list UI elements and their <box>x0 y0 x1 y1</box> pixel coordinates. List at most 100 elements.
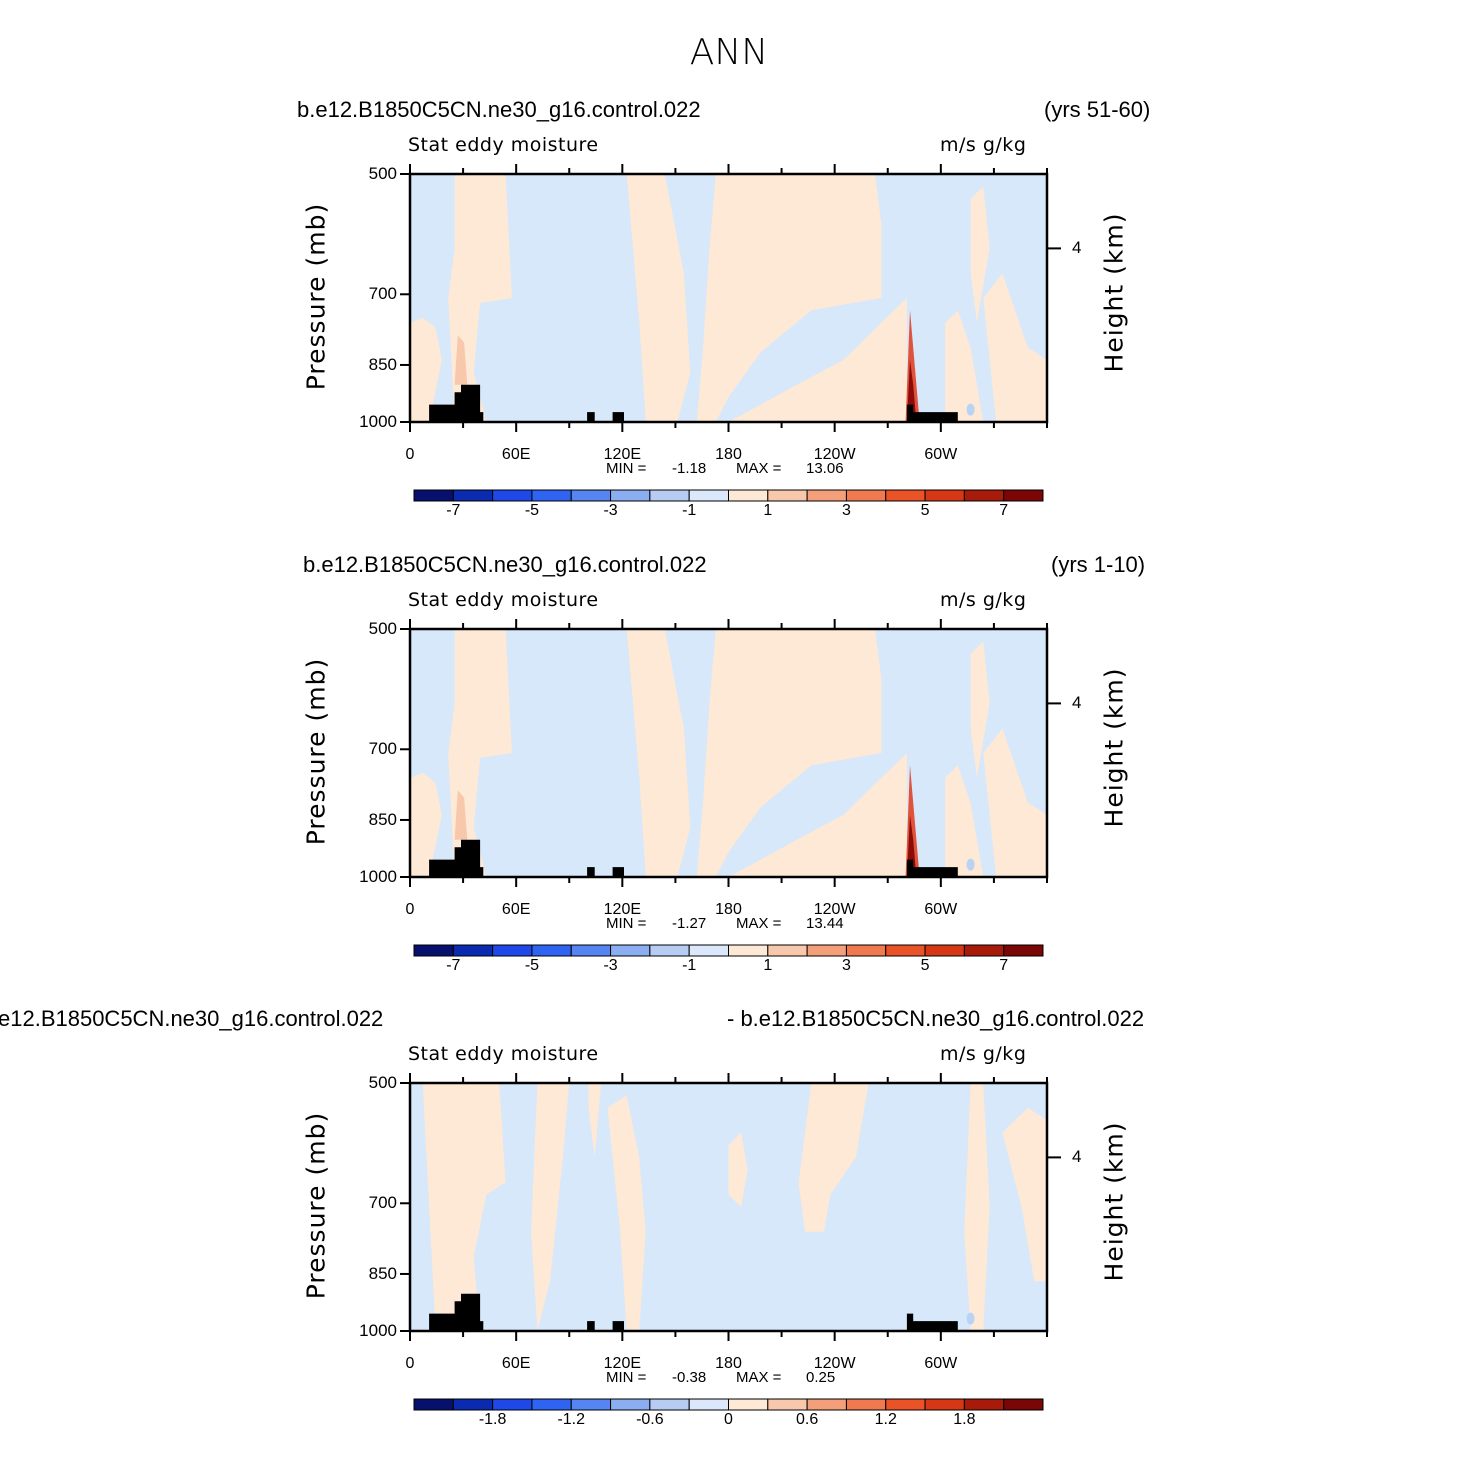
colorbar-label: 7 <box>999 957 1009 974</box>
colorbar-label: -1.8 <box>478 1411 507 1428</box>
land-mask <box>587 867 595 877</box>
contour-region-negative <box>966 1312 975 1325</box>
max-value: 13.44 <box>806 915 844 932</box>
contour-region-positive <box>970 186 990 323</box>
max-label: MAX = <box>736 915 782 932</box>
colorbar-box <box>570 944 612 957</box>
contour-region-positive <box>983 728 1047 877</box>
colorbar-box <box>610 1398 651 1411</box>
colorbar-box <box>924 944 965 957</box>
colorbar-label: 1.2 <box>874 1411 897 1428</box>
contour-region-positive <box>696 174 882 422</box>
colorbar-box <box>649 1398 690 1411</box>
y-tick-label: 700 <box>368 739 397 759</box>
case-name-right: (yrs 1-10) <box>1051 552 1146 577</box>
colorbar-box <box>492 944 533 957</box>
colorbar-box <box>728 1398 769 1411</box>
land-mask <box>906 404 958 422</box>
land-mask <box>587 412 595 422</box>
colorbar-label: -7 <box>446 957 461 974</box>
contour-region-positive <box>410 317 442 422</box>
contour-region-positive <box>945 765 984 877</box>
y-tick-label: 700 <box>368 1193 397 1213</box>
colorbar-box <box>649 944 690 957</box>
colorbar-box <box>688 944 729 957</box>
x-tick-label: 180 <box>715 446 742 463</box>
y-tick-label: 500 <box>368 1073 397 1092</box>
land-mask <box>612 1321 624 1331</box>
x-tick-label: 180 <box>715 901 742 918</box>
colorbar-box <box>452 489 494 502</box>
contour-region-positive <box>970 641 990 778</box>
case-name-right: (yrs 51-60) <box>1044 97 1151 122</box>
contour-region-positive <box>728 298 907 422</box>
units-label: m/s g/kg <box>940 589 1027 611</box>
colorbar-box <box>610 944 651 957</box>
x-tick-label: 60E <box>501 901 531 918</box>
colorbar-label: -1.2 <box>557 1411 586 1428</box>
x-tick-label: 60W <box>924 1355 958 1372</box>
case-name-right: - b.e12.B1850C5CN.ne30_g16.control.022 <box>727 1006 1145 1031</box>
max-label: MAX = <box>736 460 782 477</box>
contour-region-positive <box>531 1083 570 1331</box>
x-tick-label: 120W <box>813 901 856 918</box>
x-tick-label: 60E <box>501 446 531 463</box>
colorbar-box <box>924 1398 965 1411</box>
contour-region-positive <box>410 772 442 877</box>
colorbar-label: -3 <box>603 957 618 974</box>
min-label: MIN = <box>606 460 647 477</box>
colorbar-label: -5 <box>524 957 540 974</box>
colorbar-box <box>1003 1398 1044 1411</box>
x-tick-label: 0 <box>405 1355 415 1372</box>
y-tick-label: 500 <box>368 164 397 183</box>
x-tick-label: 120W <box>813 1355 856 1372</box>
y-tick-label: 1000 <box>359 1321 397 1340</box>
case-name-left: b.e12.B1850C5CN.ne30_g16.control.022 <box>297 97 701 122</box>
units-label: m/s g/kg <box>940 1043 1027 1065</box>
x-tick-label: 0 <box>405 446 415 463</box>
case-name-left: b.e12.B1850C5CN.ne30_g16.control.022 <box>303 552 707 577</box>
colorbar-box <box>610 489 651 502</box>
x-tick-label: 120E <box>603 901 642 918</box>
colorbar-label: 5 <box>920 502 930 519</box>
page-title: ANN <box>689 32 769 73</box>
colorbar-label: -7 <box>446 502 461 519</box>
colorbar-label: 5 <box>920 957 930 974</box>
colorbar-box <box>728 944 769 957</box>
colorbar-box <box>806 944 847 957</box>
contour-region-positive-strong <box>454 335 468 385</box>
x-tick-label: 120W <box>813 446 856 463</box>
y-tick-label: 1000 <box>359 867 397 886</box>
contour-region-positive <box>607 1095 646 1331</box>
colorbar-box <box>492 489 533 502</box>
colorbar-label: -3 <box>603 502 618 519</box>
colorbar-box <box>767 489 808 502</box>
land-mask <box>906 1313 958 1331</box>
colorbar-box <box>845 489 887 502</box>
land-mask <box>429 384 484 422</box>
contour-region-positive <box>945 310 984 422</box>
colorbar-box <box>531 489 572 502</box>
colorbar-box <box>767 944 808 957</box>
colorbar-box <box>885 944 926 957</box>
land-mask <box>612 412 624 422</box>
y-tick-label: 850 <box>368 809 397 829</box>
colorbar-box <box>806 1398 847 1411</box>
colorbar-label: -1 <box>682 957 697 974</box>
case-name-left: e12.B1850C5CN.ne30_g16.control.022 <box>0 1006 384 1031</box>
colorbar-label: 0 <box>724 1411 733 1428</box>
min-label: MIN = <box>606 1369 647 1386</box>
contour-region-positive <box>964 1083 990 1331</box>
land-mask <box>906 859 958 877</box>
variable-label: Stat eddy moisture <box>408 589 599 611</box>
max-value: 13.06 <box>806 460 844 477</box>
contour-region-positive <box>696 629 882 877</box>
min-value: -0.38 <box>672 1369 707 1386</box>
x-tick-label: 0 <box>405 901 415 918</box>
max-value: 0.25 <box>806 1369 836 1386</box>
units-label: m/s g/kg <box>940 134 1027 156</box>
contour-region-positive <box>626 629 691 877</box>
colorbar-box <box>452 944 494 957</box>
y-tick-label: 700 <box>368 284 397 304</box>
